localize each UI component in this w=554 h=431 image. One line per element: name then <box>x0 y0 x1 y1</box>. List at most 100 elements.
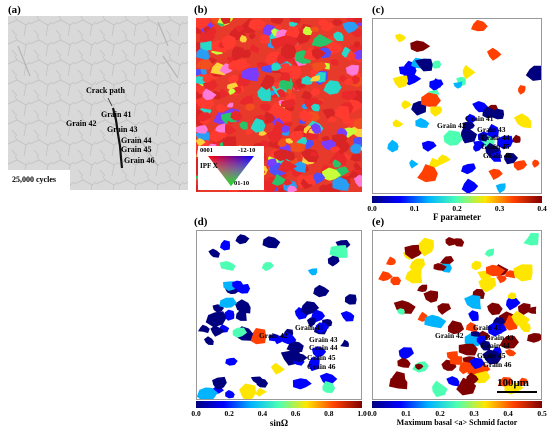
map-grain <box>461 178 479 193</box>
map-grain <box>313 284 330 298</box>
ipf-grain <box>271 173 288 186</box>
map-grain <box>250 376 264 383</box>
ipf-grain <box>196 138 206 147</box>
schmid-factor-map-svg <box>378 232 541 398</box>
panel-d-label: (d) <box>194 216 208 228</box>
ipf-grain <box>353 174 362 187</box>
ipf-grain <box>266 158 277 168</box>
colorbar-tick-label: 0.4 <box>257 409 268 418</box>
ipf-grain <box>249 44 260 54</box>
colorbar-tick-label: 0.1 <box>409 204 420 213</box>
ipf-grain <box>220 18 231 25</box>
colorbar-tick-label: 0.8 <box>324 409 334 418</box>
ipf-grain <box>235 25 245 33</box>
ipf-grain <box>270 101 290 119</box>
ipf-grain <box>310 87 321 97</box>
colorbar-tick-label: 0.1 <box>401 409 411 418</box>
map-grain <box>461 163 476 175</box>
ipf-grain <box>228 74 239 83</box>
panel-d-sin-omega-map: Grain 41 Grain 42 Grain 43 Grain 44 Grai… <box>196 230 362 400</box>
map-grain <box>292 378 312 390</box>
scale-bar <box>497 391 537 393</box>
map-grain <box>329 245 348 258</box>
ipf-grain <box>258 130 267 136</box>
map-grain <box>437 303 452 315</box>
ipf-grain <box>245 103 256 112</box>
map-grain <box>398 347 414 361</box>
grain-41-label: Grain 41 <box>473 323 502 332</box>
map-grain <box>398 65 417 77</box>
colorbar-tick-label: 0.2 <box>435 409 445 418</box>
map-grain <box>456 76 466 87</box>
ipf-grain <box>226 102 234 108</box>
map-grain <box>471 19 488 32</box>
ipf-triangle-icon <box>208 156 254 186</box>
colorbar-tick-label: 0.0 <box>367 204 377 213</box>
crack-grain <box>490 150 502 162</box>
ipf-grain <box>216 103 228 113</box>
ipf-grain <box>301 75 314 85</box>
grain-43-label: Grain 43 <box>107 125 138 134</box>
map-grain <box>471 260 482 271</box>
map-grain <box>421 140 437 152</box>
map-grain <box>391 371 406 386</box>
crack-grain <box>462 121 475 130</box>
ipf-grain <box>341 90 358 101</box>
map-grain <box>513 160 528 171</box>
map-grain <box>430 60 442 69</box>
map-grain <box>417 164 438 183</box>
map-grain <box>448 320 465 335</box>
sin-omega-colorbar <box>196 401 362 408</box>
grain-43-label: Grain 43 <box>485 333 514 342</box>
ipf-grain <box>230 110 243 121</box>
crack-grain <box>487 123 499 138</box>
grain-42-label: Grain 42 <box>435 331 464 340</box>
map-grain <box>513 113 532 129</box>
ipf-grain <box>301 90 313 100</box>
grain-42-label: Grain 42 <box>437 121 466 130</box>
crack-grain <box>279 332 297 346</box>
ipf-grain <box>353 117 362 129</box>
f-parameter-ticks: 0.0 0.1 0.2 0.3 0.4 <box>367 204 546 214</box>
map-grain <box>462 64 476 80</box>
map-grain <box>204 336 214 345</box>
map-grain <box>340 311 355 322</box>
grain-41-label: Grain 41 <box>295 323 324 332</box>
map-grain <box>430 106 443 117</box>
ipf-grain <box>283 179 293 186</box>
ipf-grain <box>310 26 320 32</box>
colorbar-tick-label: 0.2 <box>224 409 234 418</box>
map-grain <box>205 311 227 328</box>
map-grain <box>458 343 478 356</box>
grain-46-label: Grain 46 <box>307 362 336 371</box>
ipf-grain <box>278 72 291 82</box>
ipf-grain <box>219 88 229 99</box>
map-grain <box>210 325 225 337</box>
ipf-grain <box>331 18 343 26</box>
crack-grain <box>468 310 479 322</box>
ipf-grain <box>342 21 359 34</box>
map-grain <box>446 351 458 361</box>
colorbar-tick-label: 0.4 <box>537 204 547 213</box>
map-grain <box>415 117 430 128</box>
ipf-grain <box>259 34 271 44</box>
grain-45-label: Grain 45 <box>477 351 506 360</box>
map-grain <box>453 81 463 89</box>
map-grain <box>386 256 396 266</box>
panel-c-label: (c) <box>372 4 385 16</box>
ipf-grain <box>196 47 210 61</box>
ipf-grain <box>208 57 218 64</box>
colorbar-tick-label: 0.4 <box>503 409 513 418</box>
map-grain <box>465 372 479 386</box>
ipf-grain <box>241 67 259 82</box>
f-parameter-map-svg <box>387 19 541 193</box>
sin-omega-map-svg <box>197 234 357 399</box>
crack-grain <box>482 349 502 365</box>
map-grain <box>478 276 497 293</box>
crack-grain <box>485 142 501 158</box>
map-grain <box>518 85 526 95</box>
grain-44-label: Grain 44 <box>481 341 510 350</box>
grain-43-label: Grain 43 <box>477 125 506 134</box>
map-grain <box>508 292 517 300</box>
crack-grain <box>311 346 327 358</box>
